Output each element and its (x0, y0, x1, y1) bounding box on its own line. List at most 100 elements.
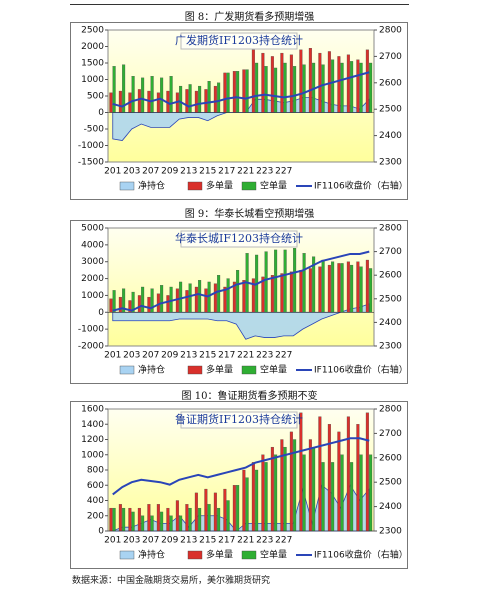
bar (321, 259, 325, 313)
bar (194, 90, 198, 113)
title-box (180, 411, 298, 429)
y2-tick-label: 2800 (379, 26, 402, 36)
bar (147, 504, 151, 532)
bar (293, 66, 297, 113)
bar (280, 439, 284, 532)
bar (251, 49, 255, 113)
bar (302, 454, 306, 532)
legend-swatch (119, 550, 135, 560)
bar (128, 507, 132, 532)
bar (236, 269, 240, 313)
y2-tick-label: 2600 (379, 271, 402, 281)
bar (308, 439, 312, 532)
bar (217, 275, 221, 313)
bar (236, 485, 240, 532)
x-tick-label: 221 (237, 167, 254, 177)
bar (217, 82, 221, 113)
price-line (112, 71, 370, 108)
x-tick-label: 209 (161, 536, 178, 546)
y2-tick-label: 2700 (379, 52, 402, 62)
x-tick-label: 215 (199, 351, 216, 361)
chart: -2000 -1000 0 1000 2000 3000 4000 5000 2300 2400 2… (70, 220, 408, 384)
x-tick-label: 203 (123, 351, 140, 361)
bar (321, 462, 325, 532)
y-tick-label: 1000 (81, 450, 104, 460)
y2-tick-label: 2400 (379, 131, 402, 141)
legend-label: 多单量 (206, 549, 233, 561)
y-tick-label: -1000 (78, 141, 104, 151)
x-tick-label: 209 (161, 351, 178, 361)
bar (261, 52, 265, 113)
x-tick-label: 221 (237, 351, 254, 361)
y-tick-label: 1000 (81, 291, 104, 301)
legend-swatch (119, 365, 135, 375)
bar (207, 504, 211, 532)
bar (179, 281, 183, 313)
x-tick-label: 227 (275, 536, 292, 546)
bar (236, 71, 240, 113)
y-tick-label: -500 (84, 125, 105, 135)
bar (346, 261, 350, 313)
bar (302, 253, 306, 313)
bar (331, 59, 335, 113)
y-tick-label: 2500 (81, 26, 104, 36)
bar (293, 248, 297, 313)
y2-tick-label: 2600 (379, 453, 402, 463)
bar (283, 62, 287, 113)
bar (261, 454, 265, 532)
bar (160, 285, 164, 313)
bar (242, 69, 246, 113)
bar (289, 431, 293, 532)
bar (270, 56, 274, 113)
bar (274, 249, 278, 313)
x-tick-label: 201 (104, 536, 121, 546)
bar (226, 278, 230, 313)
x-tick-label: 207 (142, 167, 159, 177)
figure-caption: 图 9：华泰长城看空预期增强 (184, 209, 315, 220)
y-tick-label: 800 (87, 466, 104, 476)
bar (194, 286, 198, 313)
bar (150, 515, 154, 532)
bar (185, 290, 189, 313)
bar (270, 446, 274, 532)
bar (337, 263, 341, 313)
legend-label: 空单量 (260, 180, 287, 192)
bar (280, 273, 284, 313)
legend-swatch (187, 365, 203, 375)
bar (318, 52, 322, 113)
y2-tick-label: 2700 (379, 247, 402, 257)
bar (318, 266, 322, 313)
y-tick-label: 1600 (81, 405, 104, 415)
bar (340, 62, 344, 113)
bar (217, 507, 221, 532)
y-tick-label: 0 (98, 527, 104, 537)
bar (321, 64, 325, 113)
y-tick-label: 1200 (81, 435, 104, 445)
y-tick-label: 2000 (81, 42, 104, 52)
bar (141, 515, 145, 532)
y2-tick-label: 2500 (379, 478, 402, 488)
legend-label: 多单量 (206, 364, 233, 376)
x-tick-label: 223 (256, 167, 273, 177)
bar (340, 263, 344, 313)
x-tick-label: 217 (218, 351, 235, 361)
bar (359, 454, 363, 532)
bar (255, 62, 259, 113)
legend-label: IF1106收盘价（右轴） (314, 180, 408, 192)
bar (299, 269, 303, 313)
bar (274, 454, 278, 532)
y-tick-label: 0 (98, 108, 104, 118)
bar (198, 85, 202, 113)
bar (346, 416, 350, 532)
legend-label: IF1106收盘价（右轴） (314, 364, 408, 376)
y2-tick-label: 2300 (379, 527, 402, 537)
bar (109, 298, 113, 313)
legend-label: 净持仓 (138, 180, 165, 192)
bar (131, 76, 135, 113)
bar (194, 492, 198, 532)
bar (350, 264, 354, 313)
bar (318, 416, 322, 532)
bar (337, 56, 341, 113)
header-rule (70, 4, 409, 5)
